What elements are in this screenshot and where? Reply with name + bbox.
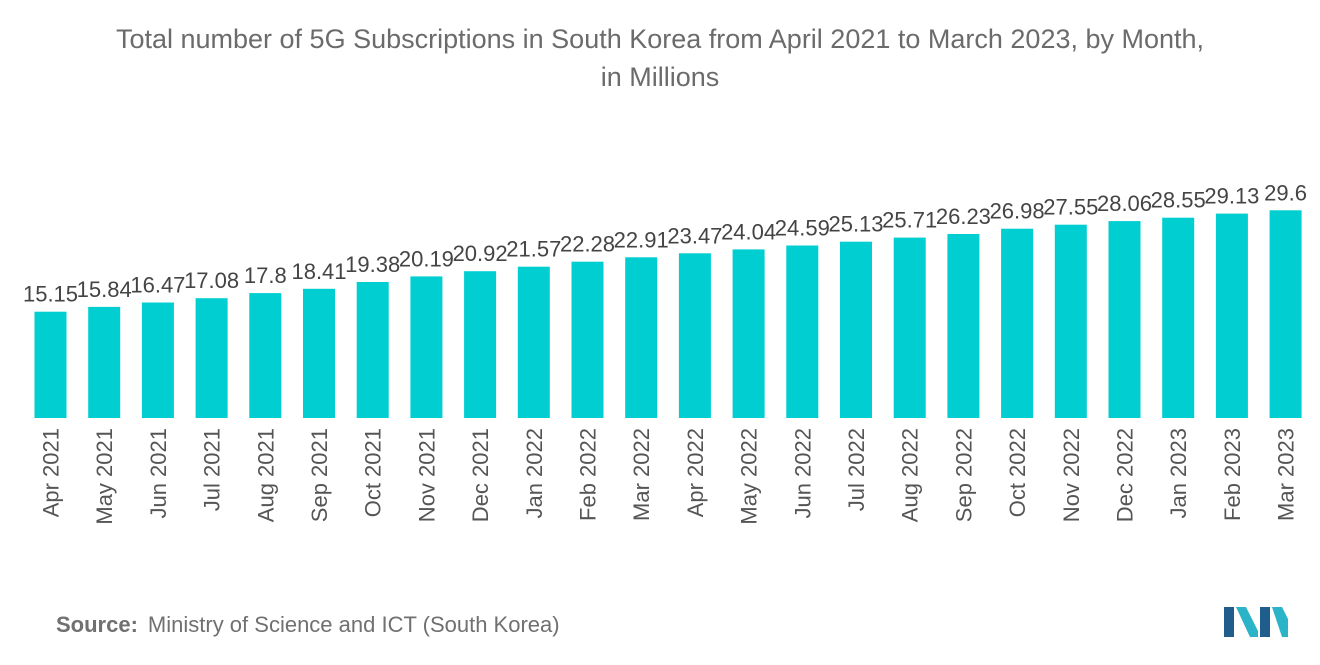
bar-may-2021 xyxy=(88,306,121,418)
chart-title-line-2: in Millions xyxy=(600,62,720,92)
data-label: 28.55 xyxy=(1151,188,1206,213)
data-label: 20.19 xyxy=(399,246,454,271)
x-tick-label: Jun 2022 xyxy=(790,428,815,519)
x-tick-label: Oct 2022 xyxy=(1005,428,1030,517)
bar-may-2022 xyxy=(732,249,765,418)
x-tick-label: Jan 2022 xyxy=(522,428,547,519)
x-tick-label: Mar 2023 xyxy=(1274,428,1299,521)
bar-jul-2021 xyxy=(195,298,228,418)
x-tick-label: Jul 2021 xyxy=(200,428,225,511)
source-text: Ministry of Science and ICT (South Korea… xyxy=(147,612,560,637)
bar-jun-2022 xyxy=(786,245,819,418)
data-label: 25.13 xyxy=(828,212,883,237)
chart-title-line-1: Total number of 5G Subscriptions in Sout… xyxy=(115,24,1205,54)
bar-jan-2023 xyxy=(1162,217,1195,418)
x-tick-label: Sep 2021 xyxy=(307,428,332,522)
source-label: Source: xyxy=(56,612,138,637)
bar-apr-2021 xyxy=(34,311,67,418)
mordor-intelligence-logo-icon xyxy=(1224,607,1288,637)
bar-oct-2022 xyxy=(1001,228,1034,418)
data-label: 22.91 xyxy=(614,227,669,252)
data-label: 18.41 xyxy=(291,259,346,284)
chart-title: Total number of 5G Subscriptions in Sout… xyxy=(0,20,1320,96)
x-tick-label: Nov 2021 xyxy=(414,428,439,522)
data-label: 19.38 xyxy=(345,252,400,277)
x-tick-label: Feb 2023 xyxy=(1220,428,1245,521)
bar-apr-2022 xyxy=(678,253,711,418)
data-label: 24.59 xyxy=(775,216,830,241)
data-label: 21.57 xyxy=(506,237,561,262)
x-tick-label: Jan 2023 xyxy=(1166,428,1191,519)
data-label: 27.55 xyxy=(1043,195,1098,220)
x-axis-tick-labels: Apr 2021 May 2021 Jun 2021 Jul 2021 Aug 2021… xyxy=(39,428,1299,525)
x-tick-label: May 2022 xyxy=(737,428,762,525)
bar-mar-2023 xyxy=(1269,210,1302,418)
x-tick-label: Jul 2022 xyxy=(844,428,869,511)
bar-aug-2021 xyxy=(249,293,282,418)
bar-nov-2022 xyxy=(1054,224,1087,418)
bar-jun-2021 xyxy=(141,302,174,418)
data-label: 28.06 xyxy=(1097,191,1152,216)
x-tick-label: May 2021 xyxy=(92,428,117,525)
data-label: 16.47 xyxy=(130,273,185,298)
bar-aug-2022 xyxy=(893,237,926,418)
bar-dec-2022 xyxy=(1108,221,1141,418)
data-label: 26.23 xyxy=(936,204,991,229)
bars-group xyxy=(34,210,1302,418)
data-label: 15.15 xyxy=(23,282,78,307)
data-label: 24.04 xyxy=(721,219,776,244)
data-label: 20.92 xyxy=(453,241,508,266)
x-tick-label: Mar 2022 xyxy=(629,428,654,521)
bar-jul-2022 xyxy=(840,241,872,418)
bar-sep-2021 xyxy=(303,288,335,418)
data-label: 15.84 xyxy=(77,277,132,302)
x-tick-label: Dec 2022 xyxy=(1113,428,1138,522)
bar-nov-2021 xyxy=(410,276,443,418)
data-label: 22.28 xyxy=(560,232,615,257)
data-label: 25.71 xyxy=(882,208,937,233)
data-label: 23.47 xyxy=(667,223,722,248)
data-label: 26.98 xyxy=(990,199,1045,224)
bar-mar-2022 xyxy=(625,257,658,418)
x-tick-label: Aug 2022 xyxy=(898,428,923,522)
x-tick-label: Apr 2021 xyxy=(39,428,64,517)
bar-oct-2021 xyxy=(356,282,389,418)
bar-sep-2022 xyxy=(947,234,980,418)
x-tick-label: Dec 2021 xyxy=(468,428,493,522)
bar-jan-2022 xyxy=(517,266,550,418)
data-label: 29.13 xyxy=(1204,184,1259,209)
x-tick-label: Oct 2021 xyxy=(361,428,386,517)
x-tick-label: Jun 2021 xyxy=(146,428,171,519)
source-note: Source: Ministry of Science and ICT (Sout… xyxy=(56,612,560,638)
data-label: 17.08 xyxy=(184,268,239,293)
bar-feb-2022 xyxy=(571,261,604,418)
x-tick-label: Aug 2021 xyxy=(253,428,278,522)
bar-feb-2023 xyxy=(1215,213,1248,418)
x-tick-label: Sep 2022 xyxy=(951,428,976,522)
x-tick-label: Apr 2022 xyxy=(683,428,708,517)
bar-dec-2021 xyxy=(464,271,497,418)
data-label: 29.6 xyxy=(1264,180,1307,205)
x-tick-label: Feb 2022 xyxy=(576,428,601,521)
x-tick-label: Nov 2022 xyxy=(1059,428,1084,522)
data-label: 17.8 xyxy=(244,263,287,288)
